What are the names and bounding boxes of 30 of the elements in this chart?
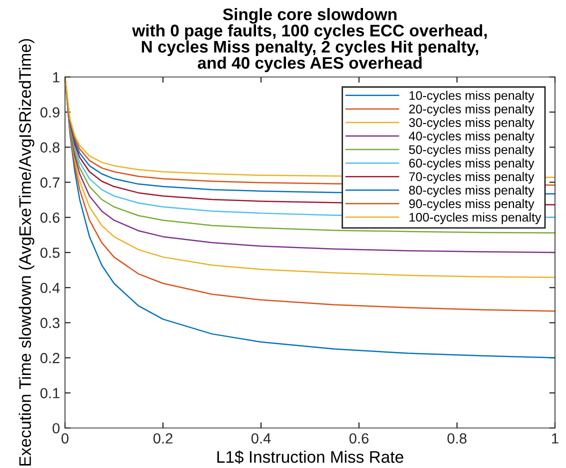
legend-label: 30-cycles miss penalty bbox=[409, 118, 534, 130]
chart-title: Single core slowdown with 0 page faults, 100 cycles ECC overhead, N cycles Miss penalty, 2 cycles Hit penalty, and 40 cycles AES overhead bbox=[132, 8, 487, 72]
y-tick-label: 0.2 bbox=[40, 352, 60, 364]
y-tick-label: 0.6 bbox=[40, 212, 60, 223]
x-axis-title: L1$ Instruction Miss Rate bbox=[217, 450, 404, 464]
y-tick-label: 0 bbox=[52, 423, 60, 434]
x-tick-label: 0.6 bbox=[349, 433, 368, 444]
x-tick-label: 0.8 bbox=[447, 433, 467, 444]
legend-label: 60-cycles miss penalty bbox=[409, 158, 534, 170]
y-tick-label: 0.7 bbox=[40, 177, 60, 188]
y-tick-label: 0.1 bbox=[40, 388, 60, 398]
legend-label: 10-cycles miss penalty bbox=[410, 90, 534, 102]
y-tick-label: 0.3 bbox=[40, 318, 60, 328]
legend-label: 100-cycles miss penalty bbox=[410, 212, 542, 224]
legend-label: 70-cycles miss penalty bbox=[409, 172, 534, 184]
legend-label: 80-cycles miss penalty bbox=[409, 185, 534, 198]
y-tick-label: 0.8 bbox=[40, 142, 60, 153]
x-tick-label: 0 bbox=[62, 433, 68, 444]
y-tick-label: 0.4 bbox=[40, 282, 60, 294]
x-tick-label: 0.2 bbox=[153, 433, 172, 444]
legend-label: 40-cycles miss penalty bbox=[408, 131, 534, 143]
x-tick-label: 1 bbox=[552, 433, 558, 444]
y-tick-label: 1 bbox=[53, 72, 60, 82]
legend-label: 20-cycles miss penalty bbox=[409, 104, 534, 116]
x-tick-label: 0.4 bbox=[251, 433, 271, 444]
y-tick-label: 0.9 bbox=[40, 107, 60, 118]
y-tick-label: 0.5 bbox=[40, 248, 60, 258]
legend-label: 50-cycles miss penalty bbox=[409, 144, 534, 157]
legend-label: 90-cycles miss penalty bbox=[409, 198, 534, 211]
y-axis-title: Execution Time slowdown (AvgExeTime/AvgISRizedTime) bbox=[18, 39, 34, 466]
